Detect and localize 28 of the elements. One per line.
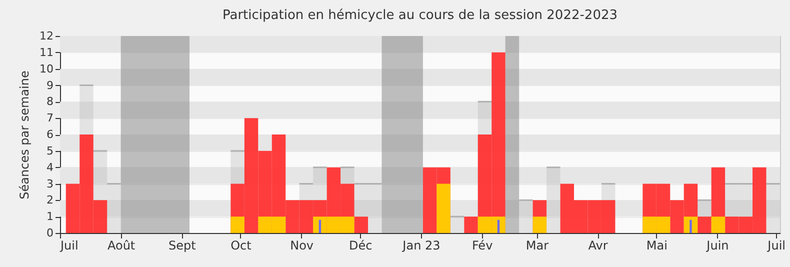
x-tick-label: Fév — [472, 238, 493, 252]
y-tick-label: 2 — [46, 194, 54, 207]
y-tick-label: 9 — [46, 78, 54, 92]
y-tick-label: 1 — [46, 210, 54, 224]
y-tick-label: 7 — [46, 112, 54, 125]
x-tick-label: Juin — [706, 238, 729, 252]
y-tick-label: 8 — [46, 95, 54, 108]
y-tick-label: 12 — [40, 30, 54, 42]
chart-title: Participation en hémicycle au cours de la session 2022-2023 — [222, 8, 618, 23]
y-tick-label: 3 — [46, 177, 54, 190]
y-tick-label: 10 — [40, 62, 54, 76]
y-axis-title: Séances par semaine — [18, 70, 32, 200]
x-tick-label: Nov — [290, 238, 314, 252]
y-tick-label: 11 — [40, 46, 54, 59]
x-tick-label: Juil — [766, 238, 786, 252]
x-tick-label: Avr — [588, 238, 608, 252]
y-tick-label: 6 — [46, 128, 54, 141]
x-tick-label: Oct — [230, 238, 252, 252]
y-tick-label: 0 — [46, 226, 54, 240]
y-tick-label: 5 — [46, 144, 54, 158]
x-tick-label: Mar — [526, 238, 549, 252]
x-tick-label: Jan 23 — [402, 238, 440, 252]
x-tick-label: Juil — [60, 238, 78, 252]
x-tick-label: Sept — [168, 238, 196, 252]
y-tick-label: 4 — [46, 160, 54, 174]
x-tick-label: Mai — [646, 238, 668, 252]
x-tick-label: Déc — [349, 238, 372, 252]
x-tick-label: Août — [107, 238, 136, 252]
